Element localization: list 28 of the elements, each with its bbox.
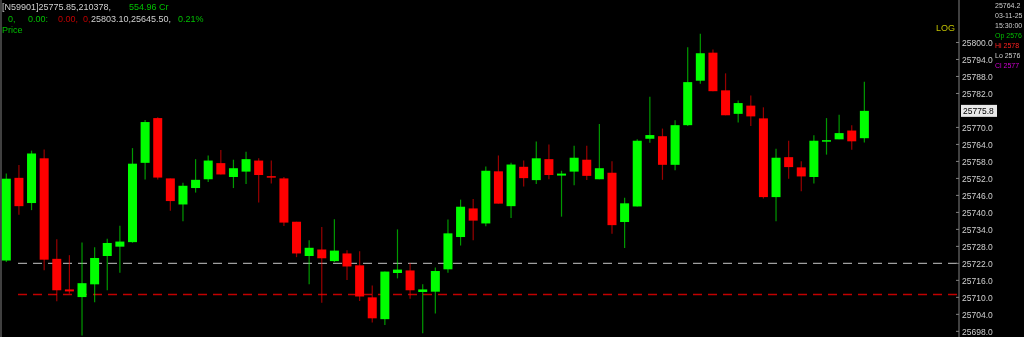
y-tick-label: 25734.0 bbox=[962, 224, 993, 235]
annotation: 0.00: bbox=[28, 14, 49, 24]
y-tick-label: 25800.0 bbox=[962, 37, 993, 48]
text: 25775.8 bbox=[963, 106, 994, 117]
y-tick-label: 25698.0 bbox=[962, 326, 993, 337]
y-tick-label: 25740.0 bbox=[962, 207, 993, 218]
y-tick-label: 25782.0 bbox=[962, 88, 993, 99]
annotation: [N59901]25775.85,210378, bbox=[2, 2, 112, 12]
y-tick-label: 25752.0 bbox=[962, 173, 993, 184]
annotation: 0.00, bbox=[58, 14, 79, 24]
annotation: LOG bbox=[935, 23, 955, 33]
y-tick-label: 25794.0 bbox=[962, 54, 993, 65]
y-tick-label: 25764.0 bbox=[962, 139, 993, 150]
y-tick-label: 25716.0 bbox=[962, 275, 993, 286]
annotation: 0, bbox=[83, 14, 91, 24]
y-tick-label: 25770.0 bbox=[962, 122, 993, 133]
annotation: Price bbox=[2, 25, 23, 35]
y-tick-label: 25710.0 bbox=[962, 292, 993, 303]
y-tick-label: 25728.0 bbox=[962, 241, 993, 252]
annotation: 554.96 Cr bbox=[129, 2, 169, 12]
y-tick-label: 25788.0 bbox=[962, 71, 993, 82]
y-tick-label: 25758.0 bbox=[962, 156, 993, 167]
y-tick-label: 25722.0 bbox=[962, 258, 993, 269]
annotation: 25803.10,25645.50, bbox=[91, 14, 172, 24]
y-tick-label: 25704.0 bbox=[962, 309, 993, 320]
text: 0, bbox=[8, 14, 16, 24]
annotation: 0.21% bbox=[178, 14, 204, 24]
y-tick-label: 25746.0 bbox=[962, 190, 993, 201]
